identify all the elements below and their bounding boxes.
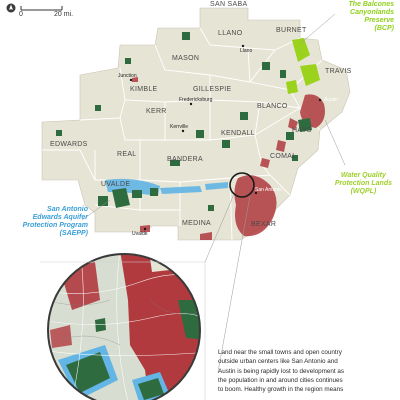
callout-saepp: San Antonio Edwards Aquifer Protection P… [8,206,88,238]
north-arrow-icon [6,3,16,13]
callout-wqpl-line: Protection Lands [334,180,392,187]
body-paragraph: Land near the small towns and open count… [218,348,392,394]
county-label-real: REAL [117,151,137,158]
body-paragraph-line: Austin is being rapidly lost to developm… [218,367,345,375]
body-paragraph-line: the population in and around cities cont… [218,376,343,384]
scale-bar [20,6,63,11]
scale-end-label: 20 mi. [54,11,74,18]
bcp-lands [286,38,320,94]
county-label-burnet: BURNET [276,27,307,34]
focus-circle [229,172,255,198]
body-paragraph-line: Land near the small towns and open count… [218,349,342,356]
city-label-llano: Llano [240,48,253,54]
county-label-kerr: KERR [146,108,167,115]
wqpl-lands [286,118,312,140]
city-label-san-antonio: San Antonio [255,187,282,193]
city-label-austin: Austin [324,97,338,103]
callout-wqpl-line: (WQPL) [350,188,377,195]
city-label-uvalde: Uvalde [132,231,148,237]
development-areas [132,77,325,240]
inset-circle-frame [47,253,201,400]
county-label-kendall: KENDALL [221,130,256,137]
county-label-hays: HAYS [292,127,312,134]
callout-saepp-line: Protection Program [22,222,88,229]
callout-bcp: The Balcones Canyonlands Preserve (BCP) [348,1,394,33]
callout-saepp-line: Edwards Aquifer [32,214,88,221]
county-label-medina: MEDINA [182,220,212,227]
county-label-san-saba: SAN SABA [210,1,248,8]
city-label-junction: Junction [118,73,137,79]
callout-saepp-line: (SAEPP) [59,230,88,237]
county-label-bexar: BEXAR [251,221,277,228]
callout-saepp-line: San Antonio [47,206,88,213]
county-label-kimble: KIMBLE [130,86,158,93]
city-label-fredericksburg: Fredericksburg [179,97,213,103]
county-label-blanco: BLANCO [257,103,288,110]
county-label-uvalde: UVALDE [101,181,131,188]
callout-bcp-line: Preserve [364,17,394,24]
city-markers [129,44,322,231]
county-label-llano: LLANO [218,30,243,37]
county-label-gillespie: GILLESPIE [193,86,232,93]
callout-bcp-line: Canyonlands [350,9,394,16]
callout-wqpl: Water Quality Protection Lands (WQPL) [335,172,392,196]
city-label-kerrville: Kerrville [170,124,189,130]
scale-start-label: 0 [19,11,23,18]
body-paragraph-line: outside urban centers like San Antonio a… [218,358,338,366]
county-label-comal: COMAL [270,153,297,160]
callout-wqpl-line: Water Quality [340,172,386,179]
county-label-travis: TRAVIS [325,68,352,75]
county-label-edwards: EDWARDS [50,141,88,148]
county-label-mason: MASON [172,55,200,62]
county-label-bandera: BANDERA [167,156,203,163]
callout-bcp-line: The Balcones [348,1,394,8]
callout-bcp-line: (BCP) [374,25,394,32]
body-paragraph-line: to boom. Healthy growth in the region me… [218,386,344,394]
leader-lines [81,13,346,373]
